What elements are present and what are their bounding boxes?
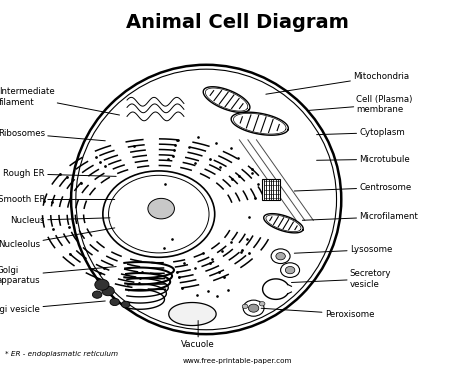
Text: Golgi
apparatus: Golgi apparatus [0,265,116,285]
Text: Microfilament: Microfilament [302,212,418,221]
FancyBboxPatch shape [262,179,280,200]
Circle shape [242,304,248,309]
Ellipse shape [71,65,341,334]
Circle shape [103,171,215,257]
Text: Intermediate
filament: Intermediate filament [0,87,119,115]
Text: Peroxisome: Peroxisome [261,308,374,318]
Text: Animal Cell Diagram: Animal Cell Diagram [126,13,348,32]
Text: Cell (Plasma)
membrane: Cell (Plasma) membrane [309,94,413,114]
Text: Lysosome: Lysosome [294,245,392,254]
Circle shape [102,286,114,296]
Circle shape [121,301,130,308]
Circle shape [248,304,259,312]
Text: Centrosome: Centrosome [294,183,411,192]
Polygon shape [169,303,216,325]
Circle shape [281,263,300,277]
Text: Rough ER: Rough ER [3,169,116,178]
Text: Nucleus: Nucleus [10,216,110,225]
Circle shape [95,279,109,290]
Text: Golgi vesicle: Golgi vesicle [0,301,105,314]
Text: Mitochondria: Mitochondria [266,72,409,94]
Text: Secretory
vesicle: Secretory vesicle [292,269,392,289]
Circle shape [285,266,295,274]
Text: Vacuole: Vacuole [181,321,215,349]
Circle shape [148,198,174,219]
Text: Smooth ER: Smooth ER [0,195,115,204]
Text: Microtubule: Microtubule [317,155,410,164]
Text: Cytoplasm: Cytoplasm [317,128,405,137]
Text: Nucleolus: Nucleolus [0,228,115,249]
Circle shape [110,298,119,306]
Circle shape [259,302,265,306]
Circle shape [271,249,290,264]
Text: Ribosomes: Ribosomes [0,129,105,141]
Circle shape [276,253,285,260]
Text: * ER - endoplasmatic reticulum: * ER - endoplasmatic reticulum [5,351,118,357]
Circle shape [243,300,264,316]
Circle shape [92,291,102,298]
Text: www.free-printable-paper.com: www.free-printable-paper.com [182,358,292,364]
